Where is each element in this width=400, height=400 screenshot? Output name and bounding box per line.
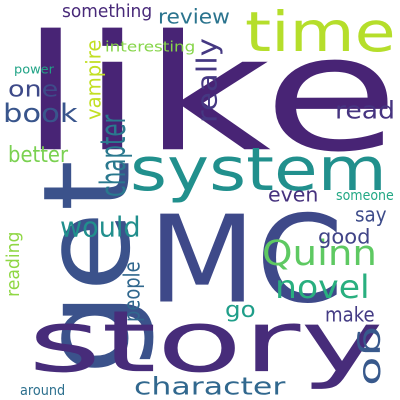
word-even: even xyxy=(268,182,319,207)
word-go: go xyxy=(225,297,256,324)
word-power: power xyxy=(14,63,54,77)
word-say: say xyxy=(355,202,387,227)
word-someone: someone xyxy=(336,188,394,204)
word-something: something xyxy=(62,1,153,23)
word-chapter: chapter xyxy=(94,114,135,197)
word-people: people xyxy=(120,261,146,322)
word-character: character xyxy=(134,372,286,400)
word-time: time xyxy=(245,0,396,65)
word-better: better xyxy=(8,142,69,169)
word-read: read xyxy=(335,95,396,125)
word-really: really xyxy=(191,38,225,123)
word-good: good xyxy=(318,225,371,250)
word-vampire: vampire xyxy=(83,39,107,120)
word-go: go xyxy=(355,326,391,386)
word-would: would xyxy=(60,212,141,245)
word-novel: novel xyxy=(275,269,370,307)
word-one: one xyxy=(8,75,59,103)
word-interesting: interesting xyxy=(105,38,196,56)
word-book: book xyxy=(3,97,78,129)
word-review: review xyxy=(158,4,230,29)
word-story: story xyxy=(28,293,384,392)
word-reading: reading xyxy=(3,231,25,297)
word-around: around xyxy=(20,383,66,399)
word-system: system xyxy=(130,135,387,205)
word-mc: MC xyxy=(148,190,344,330)
word-make: make xyxy=(325,303,375,328)
word-like: like xyxy=(20,2,400,188)
word-quinn: Quinn xyxy=(262,233,377,275)
